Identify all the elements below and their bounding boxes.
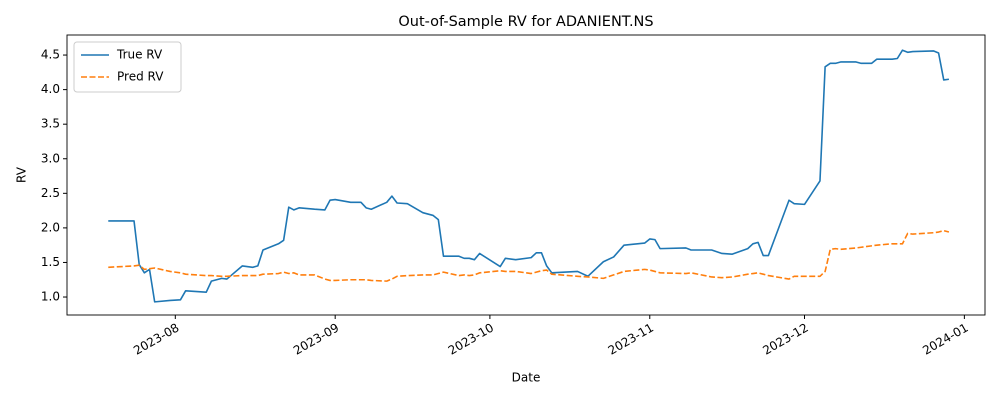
y-tick-label: 2.0 [41,220,60,234]
legend-label: True RV [116,48,163,62]
plot-frame [66,34,986,316]
series-line [108,49,950,303]
y-tick-label: 2.5 [41,186,60,200]
y-tick-label: 1.5 [41,255,60,269]
y-tick-label: 1.0 [41,290,60,304]
y-axis-label: RV [15,166,29,183]
chart-title: Out-of-Sample RV for ADANIENT.NS [398,14,653,30]
x-axis-label: Date [512,371,541,385]
y-tick-label: 3.5 [41,117,60,131]
y-tick-label: 3.0 [41,151,60,165]
legend-label: Pred RV [117,70,164,84]
y-tick-label: 4.0 [41,82,60,96]
y-tick-label: 4.5 [41,48,60,62]
